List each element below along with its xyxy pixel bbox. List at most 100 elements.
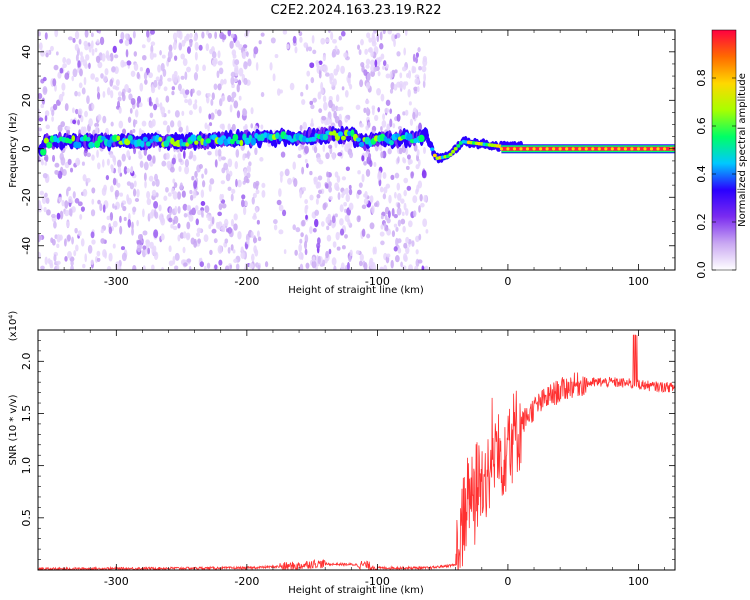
noise-speckle — [64, 256, 68, 262]
noise-speckle — [301, 219, 306, 227]
noise-speckle — [221, 193, 224, 200]
noise-speckle — [386, 124, 390, 131]
noise-speckle — [177, 83, 182, 91]
noise-speckle — [366, 233, 371, 239]
noise-speckle — [72, 37, 76, 43]
noise-speckle — [166, 125, 171, 134]
carrier-peak-mark — [578, 147, 582, 151]
noise-speckle — [102, 75, 108, 83]
noise-speckle — [339, 228, 345, 236]
noise-speckle — [192, 190, 197, 199]
noise-speckle — [178, 126, 183, 133]
noise-speckle — [126, 167, 130, 173]
noise-speckle — [56, 243, 60, 249]
noise-speckle — [91, 154, 95, 161]
noise-speckle — [71, 107, 75, 114]
noise-speckle — [246, 51, 249, 58]
noise-speckle — [363, 197, 369, 205]
noise-speckle — [53, 64, 59, 71]
noise-speckle — [236, 110, 241, 119]
noise-speckle — [292, 224, 296, 231]
noise-speckle — [182, 58, 188, 67]
noise-speckle — [98, 30, 102, 34]
snr-frame — [37, 329, 676, 571]
noise-speckle — [193, 34, 198, 42]
carrier-peak-mark — [617, 147, 621, 151]
noise-speckle — [295, 227, 301, 233]
noise-speckle — [418, 111, 421, 116]
noise-speckle — [118, 120, 124, 129]
noise-speckle — [243, 168, 248, 177]
noise-speckle — [122, 205, 127, 212]
noise-speckle — [194, 170, 198, 178]
noise-speckle — [253, 212, 257, 218]
noise-speckle — [207, 150, 212, 156]
noise-speckle — [64, 200, 69, 209]
noise-speckle — [309, 226, 313, 234]
noise-speckle — [174, 252, 180, 261]
noise-speckle — [382, 30, 386, 35]
noise-speckle — [96, 91, 101, 100]
noise-speckle — [108, 226, 113, 235]
noise-speckle — [423, 146, 426, 154]
noise-speckle — [94, 77, 99, 83]
noise-speckle — [109, 185, 114, 193]
noise-speckle — [148, 72, 154, 79]
noise-speckle — [58, 196, 62, 203]
noise-speckle — [337, 119, 343, 128]
noise-speckle — [185, 125, 189, 134]
noise-speckle — [366, 106, 369, 114]
noise-speckle — [125, 49, 129, 58]
signal-peak-mark — [305, 137, 310, 143]
noise-speckle — [379, 31, 383, 41]
snr-x-ticks: -300 -200 -100 0 100 — [63, 330, 665, 588]
noise-speckle — [194, 41, 199, 51]
noise-speckle — [299, 238, 303, 244]
noise-speckle — [220, 78, 224, 86]
noise-speckle — [104, 68, 109, 76]
noise-speckle — [50, 237, 54, 244]
noise-speckle — [304, 145, 309, 154]
noise-speckle — [220, 226, 226, 232]
noise-speckle — [415, 52, 419, 58]
noise-speckle — [153, 53, 157, 58]
noise-speckle — [302, 186, 307, 192]
noise-speckle — [84, 30, 89, 38]
noise-speckle — [112, 45, 117, 54]
noise-speckle — [257, 236, 262, 242]
noise-speckle — [305, 262, 310, 269]
signal-peak-mark — [163, 140, 170, 148]
noise-speckle — [117, 166, 122, 174]
signal-peak-mark — [453, 146, 458, 151]
noise-speckle — [82, 174, 87, 182]
noise-speckle — [395, 237, 399, 247]
noise-speckle — [342, 190, 346, 196]
noise-speckle — [314, 218, 319, 228]
noise-speckle — [236, 83, 240, 93]
signal-peak-mark — [451, 149, 456, 154]
noise-speckle — [380, 151, 384, 159]
noise-speckle — [207, 216, 213, 222]
noise-speckle — [94, 47, 98, 53]
noise-speckle — [387, 210, 391, 219]
noise-speckle — [110, 164, 114, 170]
signal-peak-mark — [302, 135, 307, 143]
noise-speckle — [276, 199, 282, 206]
noise-speckle — [200, 189, 205, 198]
noise-speckle — [136, 244, 142, 253]
noise-speckle — [217, 109, 222, 117]
noise-speckle — [141, 54, 147, 61]
noise-speckle — [417, 180, 423, 189]
noise-speckle — [138, 150, 142, 156]
noise-speckle — [214, 109, 218, 114]
noise-speckle — [309, 170, 313, 176]
noise-speckle — [248, 161, 252, 167]
noise-speckle — [412, 53, 416, 63]
noise-speckle — [227, 123, 231, 131]
noise-speckle — [184, 165, 190, 175]
noise-speckle — [171, 157, 176, 165]
noise-speckle — [303, 42, 309, 48]
noise-speckle — [326, 171, 330, 178]
noise-speckle — [376, 33, 380, 43]
noise-speckle — [260, 32, 265, 37]
